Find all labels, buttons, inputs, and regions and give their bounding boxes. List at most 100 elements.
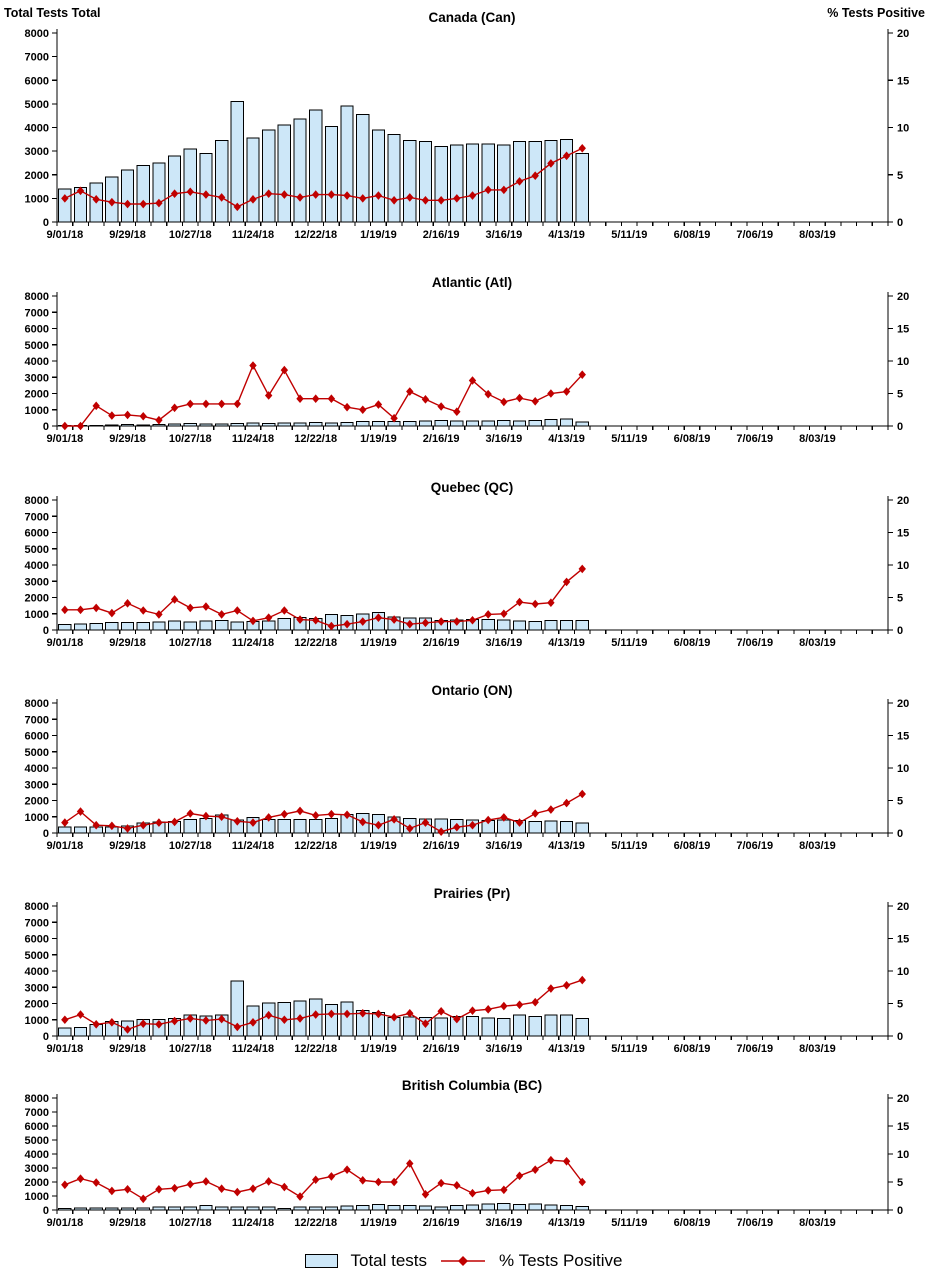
pct-positive-point (343, 402, 351, 412)
total-tests-bar (371, 129, 386, 223)
pct-positive-point (484, 1186, 492, 1195)
right-tick-label: 20 (897, 291, 909, 303)
right-tick-label: 15 (897, 1121, 909, 1133)
left-tick-label: 6000 (25, 934, 49, 946)
x-tick-label: 4/13/19 (548, 1043, 585, 1055)
pct-positive-point (500, 1001, 508, 1011)
axes (52, 1094, 893, 1214)
pct-positive-point (484, 185, 492, 195)
total-tests-bar (183, 148, 197, 223)
right-tick-label: 10 (897, 763, 909, 775)
total-tests-bar (293, 118, 307, 223)
total-tests-bar (73, 826, 88, 834)
total-tests-bar (199, 817, 213, 834)
pct-positive-point (327, 1009, 336, 1019)
right-tick-label: 20 (897, 495, 909, 507)
pct-positive-point (249, 195, 257, 204)
pct-positive-point (531, 809, 539, 818)
pct-positive-point (390, 1012, 398, 1022)
left-tick-label: 7000 (25, 52, 49, 64)
left-tick-label: 7000 (25, 714, 49, 726)
pct-positive-series (61, 789, 586, 836)
legend-pct-positive-label: % Tests Positive (499, 1250, 623, 1270)
total-tests-bar (497, 1018, 511, 1037)
pct-positive-point (202, 1177, 210, 1186)
total-tests-bar (559, 1205, 574, 1211)
total-tests-bar (371, 420, 386, 427)
pct-positive-point (500, 397, 508, 407)
x-tick-label: 12/22/18 (294, 1043, 337, 1055)
total-tests-bar (497, 819, 511, 834)
total-tests-bar (167, 155, 182, 223)
pct-positive-point (406, 1008, 414, 1018)
charts-stack: Canada (Can) 0 1000 2000 3000 4000 5000 6000 700… (25, 10, 910, 1229)
pct-positive-point (406, 824, 414, 833)
pct-positive-point (61, 1015, 69, 1025)
pct-positive-point (390, 413, 398, 423)
pct-positive-point (233, 1022, 242, 1032)
x-tick-label: 1/19/19 (360, 433, 397, 445)
x-tick-label: 3/16/19 (486, 1043, 523, 1055)
pct-positive-line (64, 979, 583, 1031)
left-tick-label: 6000 (25, 324, 49, 336)
pct-positive-point (374, 820, 383, 830)
left-tick-label: 5000 (25, 950, 49, 962)
right-tick-label: 10 (897, 966, 909, 978)
left-tick-label: 5000 (25, 340, 49, 352)
total-tests-bar (136, 621, 150, 631)
pct-positive-point (500, 813, 508, 822)
x-tick-label: 7/06/19 (736, 1217, 773, 1229)
x-tick-label: 1/19/19 (360, 637, 397, 649)
total-tests-bar (575, 620, 589, 631)
total-tests-bar (309, 109, 323, 223)
pct-positive-point (578, 1177, 586, 1187)
chart-title: Quebec (QC) (431, 480, 514, 495)
left-tick-label: 5000 (25, 1135, 49, 1147)
left-tick-label: 0 (43, 625, 49, 637)
x-tick-label: 10/27/18 (169, 1217, 212, 1229)
pct-positive-point (547, 805, 555, 814)
total-tests-bar (544, 620, 558, 631)
left-tick-label: 5000 (25, 99, 49, 111)
pct-positive-point (500, 1185, 508, 1195)
right-tick-label: 0 (897, 421, 903, 433)
pct-positive-point (139, 1019, 147, 1028)
pct-positive-point (108, 411, 116, 420)
total-tests-bar (418, 141, 433, 223)
x-tick-label: 8/03/19 (799, 433, 836, 445)
total-tests-bar (340, 105, 354, 223)
pct-positive-point (453, 617, 461, 626)
pct-positive-point (374, 191, 383, 200)
left-tick-label: 7000 (25, 511, 49, 523)
x-tick-label: 4/13/19 (548, 433, 585, 445)
total-tests-bar (465, 1016, 480, 1037)
pct-positive-point (76, 1174, 85, 1183)
total-tests-bar (356, 420, 370, 427)
pct-positive-point (484, 389, 492, 399)
pct-positive-point (264, 391, 273, 400)
right-tick-label: 0 (897, 1031, 903, 1043)
right-tick-label: 10 (897, 560, 909, 572)
x-tick-label: 6/08/19 (674, 1217, 711, 1229)
pct-positive-point (92, 195, 100, 204)
left-tick-label: 1000 (25, 812, 49, 824)
pct-positive-point (249, 1184, 257, 1194)
pct-positive-point (359, 817, 367, 827)
x-tick-label: 3/16/19 (486, 229, 523, 240)
total-tests-bar (136, 164, 150, 223)
pct-positive-point (453, 407, 461, 416)
pct-positive-point (249, 361, 257, 370)
pct-positive-point (217, 399, 226, 409)
x-tick-label: 10/27/18 (169, 1043, 212, 1055)
pct-positive-point (484, 1005, 492, 1014)
pct-positive-point (264, 189, 273, 198)
x-tick-label: 9/01/18 (46, 1217, 83, 1229)
pct-positive-point (468, 820, 477, 830)
pct-positive-point (92, 401, 100, 411)
pct-positive-point (123, 1184, 132, 1194)
x-tick-label: 12/22/18 (294, 1217, 337, 1229)
x-tick-label: 8/03/19 (799, 840, 836, 852)
left-tick-label: 0 (43, 1205, 49, 1217)
total-tests-bar (403, 1205, 417, 1211)
pct-positive-point (217, 1184, 226, 1194)
